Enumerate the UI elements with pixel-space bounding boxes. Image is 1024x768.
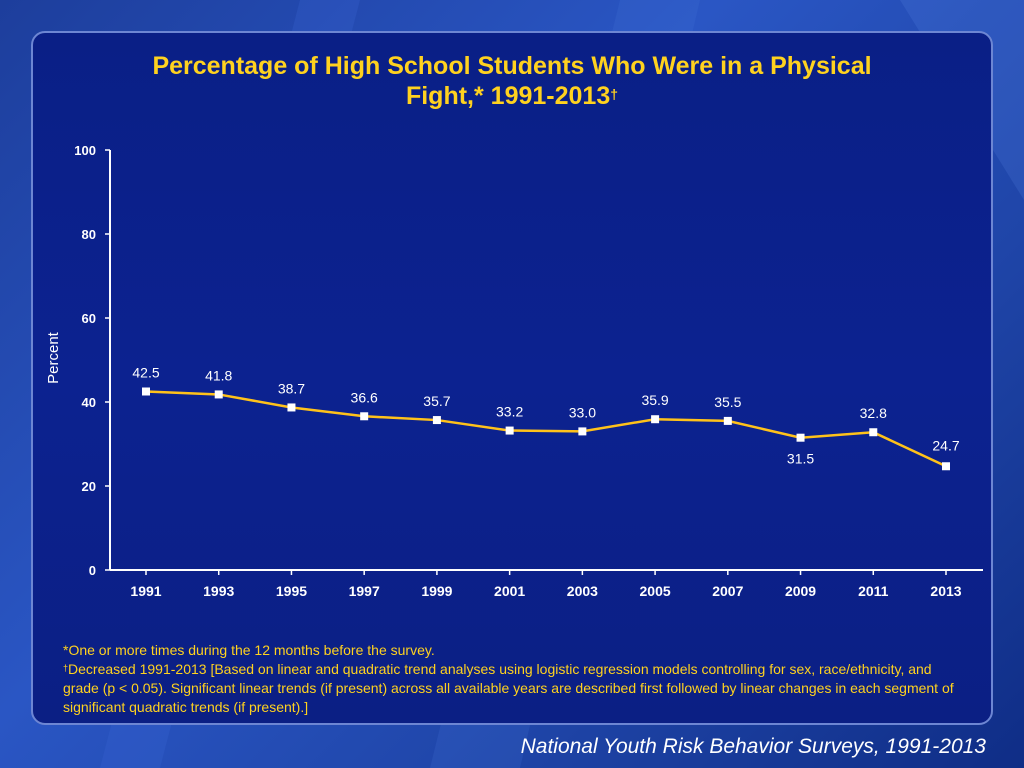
footnotes: *One or more times during the 12 months … bbox=[63, 641, 963, 717]
y-axis-label: Percent bbox=[45, 331, 62, 384]
data-labels: 42.5 41.8 38.7 36.6 35.7 33.2 33.0 35.9 35.5 31.5… bbox=[132, 365, 959, 467]
data-point-marker bbox=[651, 415, 660, 424]
data-label: 33.0 bbox=[569, 404, 596, 420]
data-label: 31.5 bbox=[787, 451, 814, 467]
data-point-marker bbox=[869, 428, 878, 437]
data-point-marker bbox=[287, 403, 296, 412]
data-point-marker bbox=[723, 416, 732, 425]
data-point-marker bbox=[214, 390, 223, 399]
x-tick-label: 1995 bbox=[276, 583, 307, 599]
x-tick-label: 2001 bbox=[494, 583, 525, 599]
x-tick-label: 1991 bbox=[130, 583, 161, 599]
data-label: 38.7 bbox=[278, 380, 305, 396]
chart-title-line2: Fight,* 1991-2013 bbox=[405, 82, 611, 110]
data-point-marker bbox=[432, 416, 441, 425]
x-tick-label: 2009 bbox=[785, 583, 816, 599]
data-label: 41.8 bbox=[205, 367, 232, 383]
chart-title: Percentage of High School Students Who W… bbox=[33, 51, 991, 111]
data-label: 24.7 bbox=[932, 437, 959, 453]
data-point-marker bbox=[360, 412, 369, 421]
footnote-2-wrap: †Decreased 1991-2013 [Based on linear an… bbox=[63, 660, 963, 717]
y-tick-label: 0 bbox=[89, 563, 96, 578]
data-label: 32.8 bbox=[860, 405, 887, 421]
series-line-group bbox=[145, 390, 947, 468]
x-axis-ticks: 1991 1993 1995 1997 1999 2001 2003 2005 2007 2009… bbox=[130, 570, 962, 599]
series-line bbox=[145, 390, 947, 468]
data-label: 35.7 bbox=[423, 393, 450, 409]
chart-title-line1: Percentage of High School Students Who W… bbox=[152, 52, 872, 80]
x-tick-label: 1999 bbox=[421, 583, 452, 599]
source-citation: National Youth Risk Behavior Surveys, 19… bbox=[520, 735, 986, 758]
slide-panel: Percentage of High School Students Who W… bbox=[31, 31, 993, 725]
data-point-marker bbox=[796, 433, 805, 442]
y-tick-label: 80 bbox=[82, 227, 96, 242]
data-point-marker bbox=[942, 462, 950, 471]
x-tick-label: 1997 bbox=[349, 583, 380, 599]
data-point-marker bbox=[578, 427, 587, 436]
dagger-mark: † bbox=[610, 86, 619, 102]
data-markers bbox=[142, 387, 950, 471]
y-tick-label: 40 bbox=[82, 395, 96, 410]
x-tick-label: 1993 bbox=[203, 583, 234, 599]
x-tick-label: 2005 bbox=[640, 583, 671, 599]
footnote-2: Decreased 1991-2013 [Based on linear and… bbox=[63, 661, 954, 715]
x-tick-label: 2003 bbox=[567, 583, 598, 599]
footnote-1: *One or more times during the 12 months … bbox=[63, 642, 435, 658]
data-label: 33.2 bbox=[496, 404, 523, 420]
chart-title-line2-wrap: Fight,* 1991-2013† bbox=[33, 81, 991, 111]
chart-axes bbox=[109, 150, 983, 571]
data-point-marker bbox=[142, 387, 150, 396]
data-point-marker bbox=[505, 426, 514, 435]
data-label: 35.5 bbox=[714, 394, 741, 410]
footnote-2-mark: † bbox=[63, 663, 69, 673]
data-label: 36.6 bbox=[351, 389, 378, 405]
y-tick-label: 20 bbox=[82, 479, 96, 494]
data-label: 35.9 bbox=[641, 392, 668, 408]
y-axis-ticks: 0 20 40 60 80 100 bbox=[74, 143, 110, 578]
x-tick-label: 2013 bbox=[930, 583, 961, 599]
x-tick-label: 2011 bbox=[858, 583, 889, 599]
y-tick-label: 100 bbox=[74, 143, 96, 158]
data-label: 42.5 bbox=[132, 365, 159, 381]
x-tick-label: 2007 bbox=[712, 583, 743, 599]
y-tick-label: 60 bbox=[82, 311, 96, 326]
